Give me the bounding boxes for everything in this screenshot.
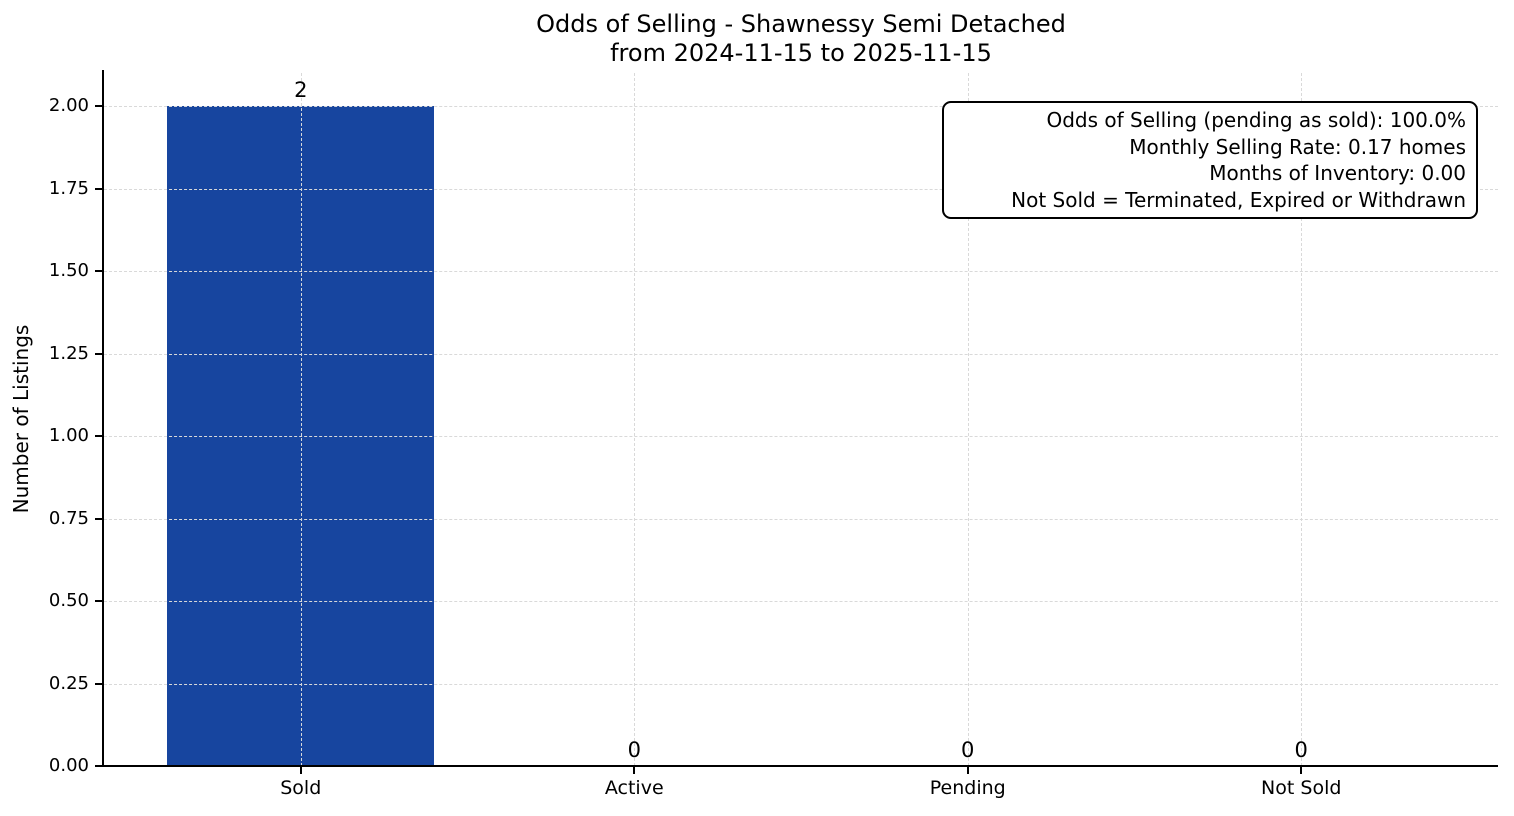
y-tick-mark [95, 435, 102, 437]
gridline-h [104, 683, 1498, 685]
gridline-h [104, 436, 1498, 437]
y-tick-label: 1.75 [48, 177, 89, 199]
gridline-v [1301, 73, 1303, 766]
annotation-line-odds: Odds of Selling (pending as sold): 100.0… [1046, 108, 1466, 132]
y-tick-mark [95, 517, 102, 520]
gridline-v [300, 73, 302, 766]
y-axis-label: Number of Listings [9, 324, 33, 514]
y-tick-label: 2.00 [48, 95, 89, 116]
chart-title: Odds of Selling - Shawnessy Semi Detache… [104, 10, 1498, 68]
y-tick-label: 1.00 [48, 425, 89, 446]
gridline-v [967, 73, 969, 766]
x-axis-spine [102, 765, 1498, 767]
y-tick-label: 0.75 [48, 507, 89, 529]
y-tick-label: 0.50 [48, 590, 89, 611]
stats-annotation-box: Odds of Selling (pending as sold): 100.0… [942, 101, 1478, 219]
x-tick-mark [1300, 767, 1303, 774]
x-tick-mark [633, 767, 636, 774]
x-tick-mark [299, 767, 302, 774]
gridline-h [104, 106, 1498, 107]
gridline-h [104, 271, 1498, 272]
y-tick-mark [95, 105, 102, 107]
x-tick-label: Pending [929, 777, 1006, 799]
y-tick-mark [95, 600, 102, 602]
y-tick-label: 1.25 [48, 342, 89, 364]
y-tick-label: 0.25 [48, 672, 89, 694]
bar-value-label: 2 [294, 78, 308, 102]
chart-title-line2: from 2024-11-15 to 2025-11-15 [610, 39, 992, 67]
y-tick-mark [95, 765, 102, 767]
y-tick-mark [95, 682, 102, 685]
annotation-line-months-inventory: Months of Inventory: 0.00 [1209, 161, 1466, 185]
gridline-h [104, 188, 1498, 190]
y-tick-mark [95, 187, 102, 190]
y-tick-label: 0.00 [48, 755, 89, 776]
x-tick-label: Sold [280, 777, 322, 799]
y-tick-mark [95, 270, 102, 272]
x-tick-label: Active [604, 777, 664, 799]
x-tick-label: Not Sold [1261, 777, 1342, 799]
y-tick-mark [95, 352, 102, 355]
bar-value-label: 0 [961, 738, 975, 762]
y-tick-label: 1.50 [48, 260, 89, 281]
annotation-line-not-sold-note: Not Sold = Terminated, Expired or Withdr… [1011, 187, 1466, 212]
chart-title-line1: Odds of Selling - Shawnessy Semi Detache… [536, 10, 1066, 38]
bar-value-label: 0 [627, 738, 641, 762]
annotation-line-monthly-rate: Monthly Selling Rate: 0.17 homes [1129, 134, 1466, 159]
gridline-h [104, 353, 1498, 355]
gridline-h [104, 601, 1498, 602]
gridline-h [104, 518, 1498, 520]
bar-value-label: 0 [1294, 738, 1308, 762]
gridline-v [634, 73, 636, 766]
x-tick-mark [966, 767, 969, 774]
y-axis-spine [102, 70, 104, 767]
